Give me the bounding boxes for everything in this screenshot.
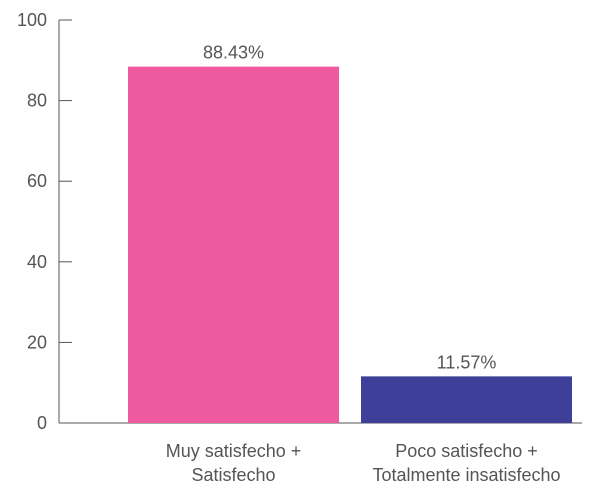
y-tick-label: 80 — [27, 91, 47, 111]
bars — [128, 66, 572, 423]
y-tick-label: 100 — [17, 10, 47, 30]
bar-value-label: 88.43% — [203, 43, 264, 63]
category-label-line: Poco satisfecho + — [395, 441, 538, 461]
y-tick-label: 60 — [27, 171, 47, 191]
bar-1 — [128, 66, 339, 423]
category-label: Muy satisfecho + Satisfecho — [166, 441, 302, 484]
category-label: Poco satisfecho + Totalmente insatisfecho — [372, 441, 560, 484]
bar-2 — [361, 376, 572, 423]
y-tick-label: 40 — [27, 252, 47, 272]
axes: 0 20 40 60 80 100 — [17, 10, 582, 433]
y-tick-label: 0 — [37, 413, 47, 433]
bar-value-label: 11.57% — [437, 352, 497, 372]
category-label-line: Totalmente insatisfecho — [372, 465, 560, 484]
category-label-line: Muy satisfecho + — [166, 441, 302, 461]
y-tick-label: 20 — [27, 332, 47, 352]
category-label-line: Satisfecho — [191, 465, 275, 484]
labels: 88.43% Muy satisfecho + Satisfecho 11.57% Po… — [166, 43, 561, 485]
